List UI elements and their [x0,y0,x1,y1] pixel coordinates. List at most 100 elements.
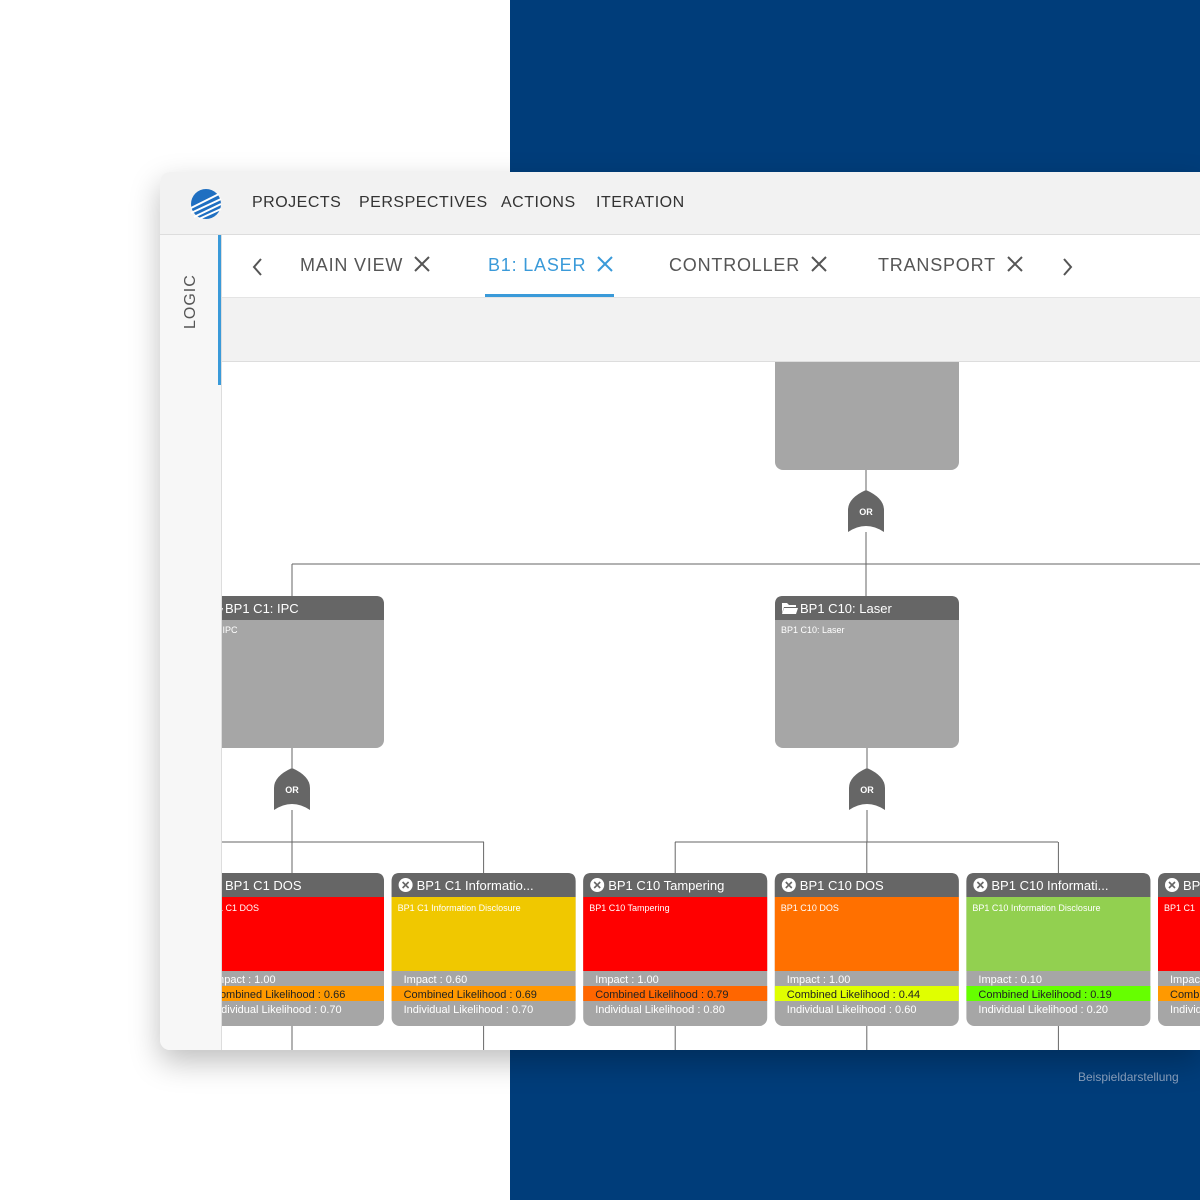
app-window: PROJECTS PERSPECTIVES ACTIONS ITERATION … [160,172,1200,1050]
gate-label: OR [859,507,873,517]
node-header [583,873,768,897]
node-title: BP1 C10 Informati... [991,878,1108,893]
chevron [252,258,262,276]
risk-area [583,897,768,971]
node-title: BP1 C1 [1183,878,1200,893]
node-header [222,596,384,620]
sidebar-indicator [218,235,221,385]
combined-bar [391,986,576,1001]
remove-x [785,881,793,889]
individual-row: Individual Likelihood : 0.70 [404,1004,534,1016]
node-title: BP1 C10: Laser [800,601,892,616]
or-gate [848,490,884,532]
menu-item[interactable]: PERSPECTIVES [359,194,488,211]
tab[interactable]: B1: LASER [488,255,614,276]
impact-row: Impact : 1.00 [222,974,276,986]
tab-close[interactable] [596,255,614,273]
individual-row: Individual Likelihood : 0.80 [595,1004,725,1016]
tab-close[interactable] [413,255,431,273]
node-title: BP1 C1 DOS [225,878,302,893]
combined-bar [222,986,384,1001]
tab[interactable]: MAIN VIEW [300,255,431,276]
menu-item[interactable]: ACTIONS [501,194,576,211]
node-subtitle: BP1 C1 [1164,903,1195,913]
node-subtitle: BP1 C1 Information Disclosure [398,903,521,913]
gate-label: OR [285,785,299,795]
root-node [775,362,959,470]
combined-row: Combined Likelihood : 0.19 [978,989,1111,1001]
tab[interactable]: TRANSPORT [878,255,1024,276]
node-subtitle: BP1 C1 DOS [222,903,259,913]
node-subtitle: BP1 C10 Information Disclosure [972,903,1100,913]
remove-x [976,881,984,889]
individual-row: Individual Likelihood : 0.70 [222,1004,342,1016]
combined-row: Combined [1170,989,1200,1001]
individual-row: Individual Likelihood : 0.60 [787,1004,917,1016]
top-bar: PROJECTS PERSPECTIVES ACTIONS ITERATION [160,172,1200,235]
close-icon [597,256,613,272]
node-title: BP1 C1: IPC [225,601,299,616]
impact-row: Impact : 0.60 [404,974,468,986]
tab-close[interactable] [1006,255,1024,273]
remove-x [402,881,410,889]
combined-bar [1158,986,1200,1001]
menu-item[interactable]: ITERATION [596,194,685,211]
menu-item[interactable]: PROJECTS [252,194,342,211]
remove-x [1168,881,1176,889]
node-subtitle: BP1 C10 Tampering [589,903,669,913]
risk-area [774,897,959,971]
combined-row: Combined Likelihood : 0.66 [222,989,345,1001]
group-node [775,596,959,748]
node-header [966,873,1151,897]
group-node [222,596,384,748]
combined-bar [774,986,959,1001]
tab-label: MAIN VIEW [300,255,404,275]
or-gate [849,768,885,810]
folder-icon [782,603,798,614]
remove-x [593,881,601,889]
risk-area [1158,897,1200,971]
sidebar-tab[interactable]: LOGIC [182,274,199,329]
tab[interactable]: CONTROLLER [669,255,828,276]
impact-row: Impact : 1.00 [595,974,659,986]
combined-bar [966,986,1151,1001]
node-header [391,873,576,897]
combined-row: Combined Likelihood : 0.79 [595,989,728,1001]
combined-row: Combined Likelihood : 0.69 [404,989,537,1001]
close-icon [811,256,827,272]
risk-area [966,897,1151,971]
close-icon [414,256,430,272]
node-subtitle: C1: IPC [222,625,238,635]
tab-scroll[interactable] [250,257,266,277]
individual-row: Individual Likelihood : 0.20 [978,1004,1108,1016]
node-subtitle: BP1 C10 DOS [781,903,839,913]
tab-underline [485,294,614,297]
gate-label: OR [860,785,874,795]
risk-area [222,897,384,971]
tab-bar: MAIN VIEW B1: LASER CONTROLLER TRANSPORT [222,235,1200,298]
tab-scroll[interactable] [1060,257,1076,277]
individual-row: Individual [1170,1004,1200,1016]
node-subtitle: BP1 C10: Laser [781,625,845,635]
node-title: BP1 C1 Informatio... [417,878,534,893]
or-gate [274,768,310,810]
tab-label: B1: LASER [488,255,587,275]
tab-label: TRANSPORT [878,255,996,275]
risk-area [391,897,576,971]
node-header [774,873,959,897]
close-icon [1007,256,1023,272]
caption: Beispieldarstellung [1078,1070,1179,1084]
tab-label: CONTROLLER [669,255,801,275]
impact-row: Impact [1170,974,1200,986]
folder-icon [222,608,223,611]
impact-row: Impact : 0.10 [978,974,1042,986]
impact-row: Impact : 1.00 [787,974,851,986]
logo [190,189,222,220]
sidebar: LOGIC [160,235,222,1050]
tree-canvas: OR BP1 C1: IPC C1: IPC OR BP1 C10: Laser BP1 … [222,362,1200,1050]
tab-close[interactable] [810,255,828,273]
toolbar [222,298,1200,362]
node-header [222,873,384,897]
node-title: BP1 C10 Tampering [608,878,724,893]
